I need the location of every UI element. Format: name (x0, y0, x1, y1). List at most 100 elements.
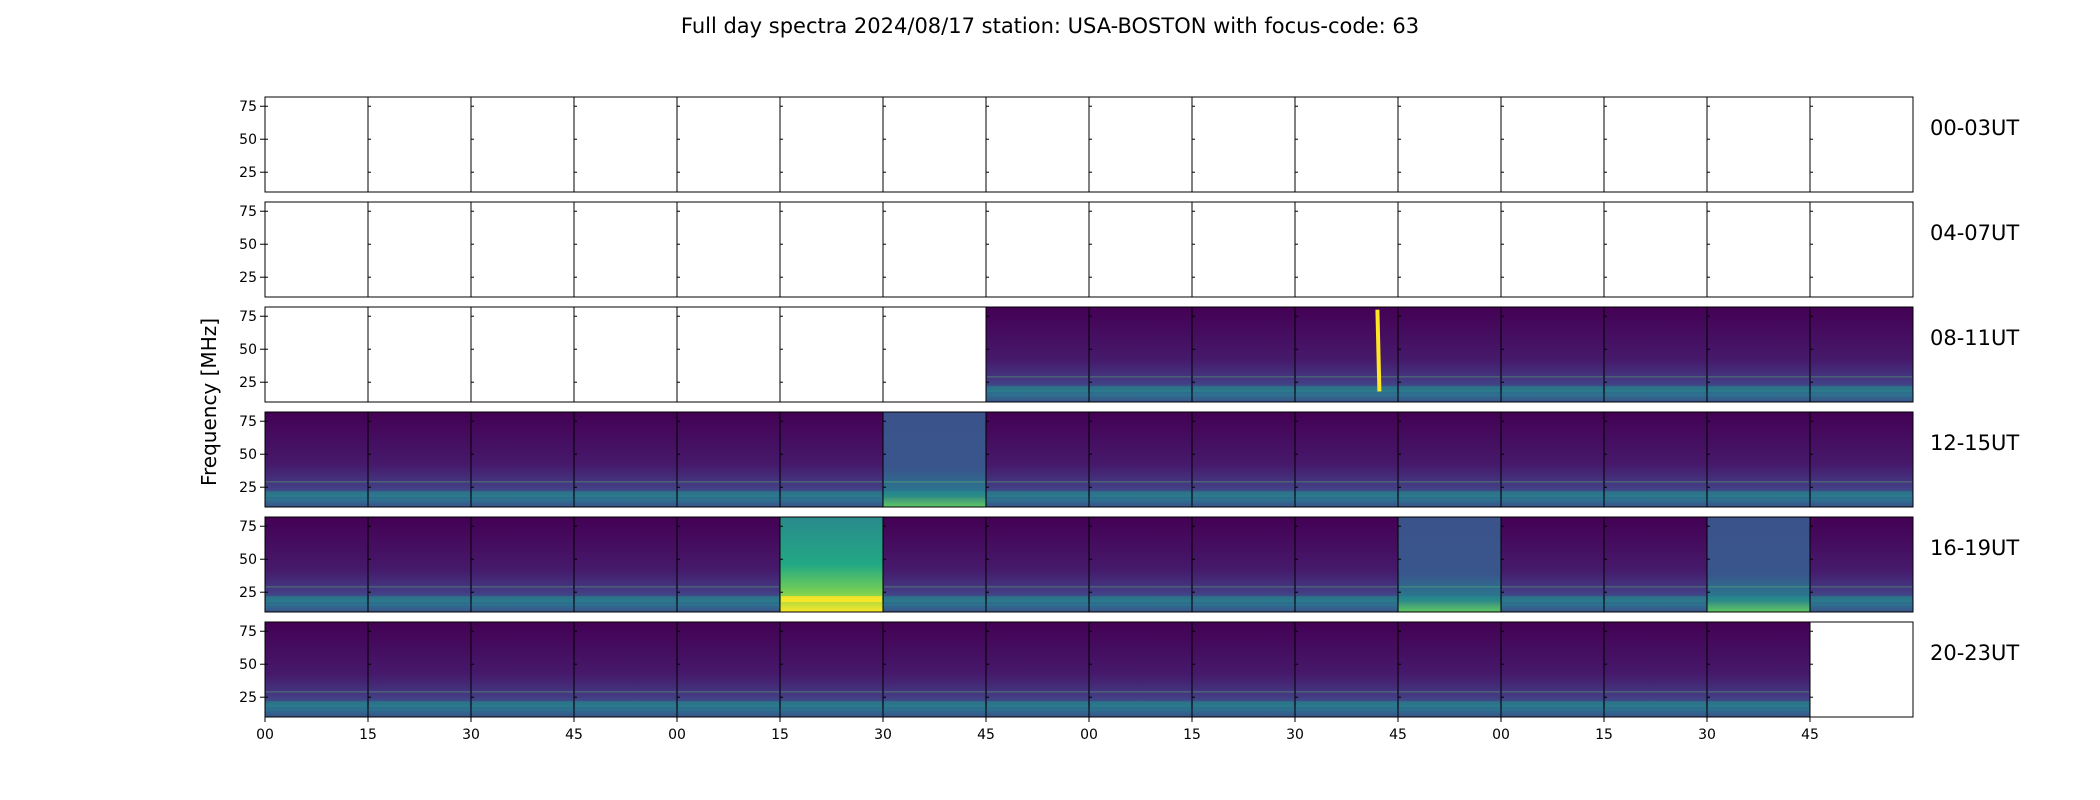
spectrum-panel (367, 306, 472, 403)
emission-band (369, 701, 470, 708)
spectrum-panel (779, 306, 884, 403)
emission-band (781, 701, 882, 708)
emission-band (1193, 701, 1294, 708)
y-tick-label: 25 (239, 690, 257, 706)
chart-title: Full day spectra 2024/08/17 station: USA… (681, 14, 1419, 38)
emission-band (1296, 596, 1397, 603)
x-tick-label: 45 (977, 727, 995, 743)
spectrum-panel (676, 306, 781, 403)
y-tick-label: 25 (239, 270, 257, 286)
emission-band (1399, 386, 1500, 393)
x-tick-label: 00 (1492, 727, 1510, 743)
row-label: 16-19UT (1930, 536, 2019, 560)
x-tick-label: 15 (1183, 727, 1201, 743)
y-tick-label: 25 (239, 480, 257, 496)
x-tick-label: 30 (874, 727, 892, 743)
x-tick-label: 15 (359, 727, 377, 743)
emission-band (266, 596, 367, 603)
emission-band (1296, 386, 1397, 393)
spectrum-panel (1294, 96, 1399, 193)
spectrum-panel (1088, 201, 1193, 298)
emission-band (472, 491, 573, 498)
spectrum-panel (1706, 201, 1811, 298)
emission-band (987, 491, 1088, 498)
y-tick-label: 50 (239, 552, 257, 568)
spectrum-panel (470, 306, 575, 403)
emission-band (781, 491, 882, 498)
x-tick-label: 45 (565, 727, 583, 743)
emission-band (575, 701, 676, 708)
emission-band (1811, 596, 1912, 603)
y-tick-label: 75 (239, 624, 257, 640)
spectra-row: 75 50 25 20-23UT (239, 621, 2019, 718)
emission-band (1708, 491, 1809, 498)
emission-band (1811, 386, 1912, 393)
emission-band (1708, 386, 1809, 393)
emission-band (781, 596, 882, 603)
x-tick-label: 15 (771, 727, 789, 743)
emission-band (1811, 491, 1912, 498)
spectrum-panel (1397, 96, 1502, 193)
emission-band (575, 491, 676, 498)
emission-band (1605, 491, 1706, 498)
spectrum-panel (1294, 201, 1399, 298)
burst-streak (1375, 309, 1382, 392)
emission-band (369, 596, 470, 603)
spectrum-panel (1603, 96, 1708, 193)
emission-band (1502, 491, 1603, 498)
y-tick-label: 25 (239, 165, 257, 181)
emission-band (266, 491, 367, 498)
spectrum-panel (1500, 96, 1605, 193)
emission-band (884, 701, 985, 708)
spectrum-panel (1500, 201, 1605, 298)
x-axis: 00 15 30 45 00 15 30 45 00 15 30 45 00 15 30 45 (256, 717, 1819, 743)
y-tick-label: 75 (239, 99, 257, 115)
emission-band (1708, 701, 1809, 708)
spectrum-panel (985, 96, 1090, 193)
emission-band (1296, 701, 1397, 708)
emission-band (1502, 701, 1603, 708)
x-tick-label: 30 (1698, 727, 1716, 743)
spectrum-panel (1809, 621, 1914, 718)
emission-band (678, 701, 779, 708)
emission-band (575, 596, 676, 603)
spectrum-panel (1706, 96, 1811, 193)
emission-band (1090, 596, 1191, 603)
spectrum-panel (882, 96, 987, 193)
y-tick-label: 75 (239, 204, 257, 220)
emission-band (1605, 386, 1706, 393)
emission-band (1605, 596, 1706, 603)
spectrum-panel (779, 201, 884, 298)
spectrum-panel (1088, 96, 1193, 193)
emission-band (678, 596, 779, 603)
emission-band (1399, 491, 1500, 498)
y-tick-label: 25 (239, 585, 257, 601)
spectrum-panel (264, 96, 369, 193)
y-tick-label: 50 (239, 132, 257, 148)
emission-band (1399, 596, 1500, 603)
emission-band (1502, 386, 1603, 393)
spectrum-panel (779, 96, 884, 193)
emission-band (987, 386, 1088, 393)
spectrum-panel (1397, 201, 1502, 298)
spectrum-panel (1191, 96, 1296, 193)
y-tick-label: 50 (239, 342, 257, 358)
spectra-row: 75 50 25 04-07UT (239, 201, 2019, 298)
emission-band (987, 701, 1088, 708)
y-tick-label: 75 (239, 309, 257, 325)
x-tick-label: 45 (1389, 727, 1407, 743)
emission-band (1193, 491, 1294, 498)
row-label: 08-11UT (1930, 326, 2019, 350)
emission-band (1090, 701, 1191, 708)
emission-band (1502, 596, 1603, 603)
spectra-row: 75 50 25 00-03UT (239, 96, 2019, 193)
spectrum-panel (882, 201, 987, 298)
spectrum-panel (264, 201, 369, 298)
x-tick-label: 00 (668, 727, 686, 743)
x-tick-label: 00 (256, 727, 274, 743)
spectrum-panel (367, 96, 472, 193)
y-tick-label: 25 (239, 375, 257, 391)
emission-band (1708, 596, 1809, 603)
emission-band (472, 596, 573, 603)
